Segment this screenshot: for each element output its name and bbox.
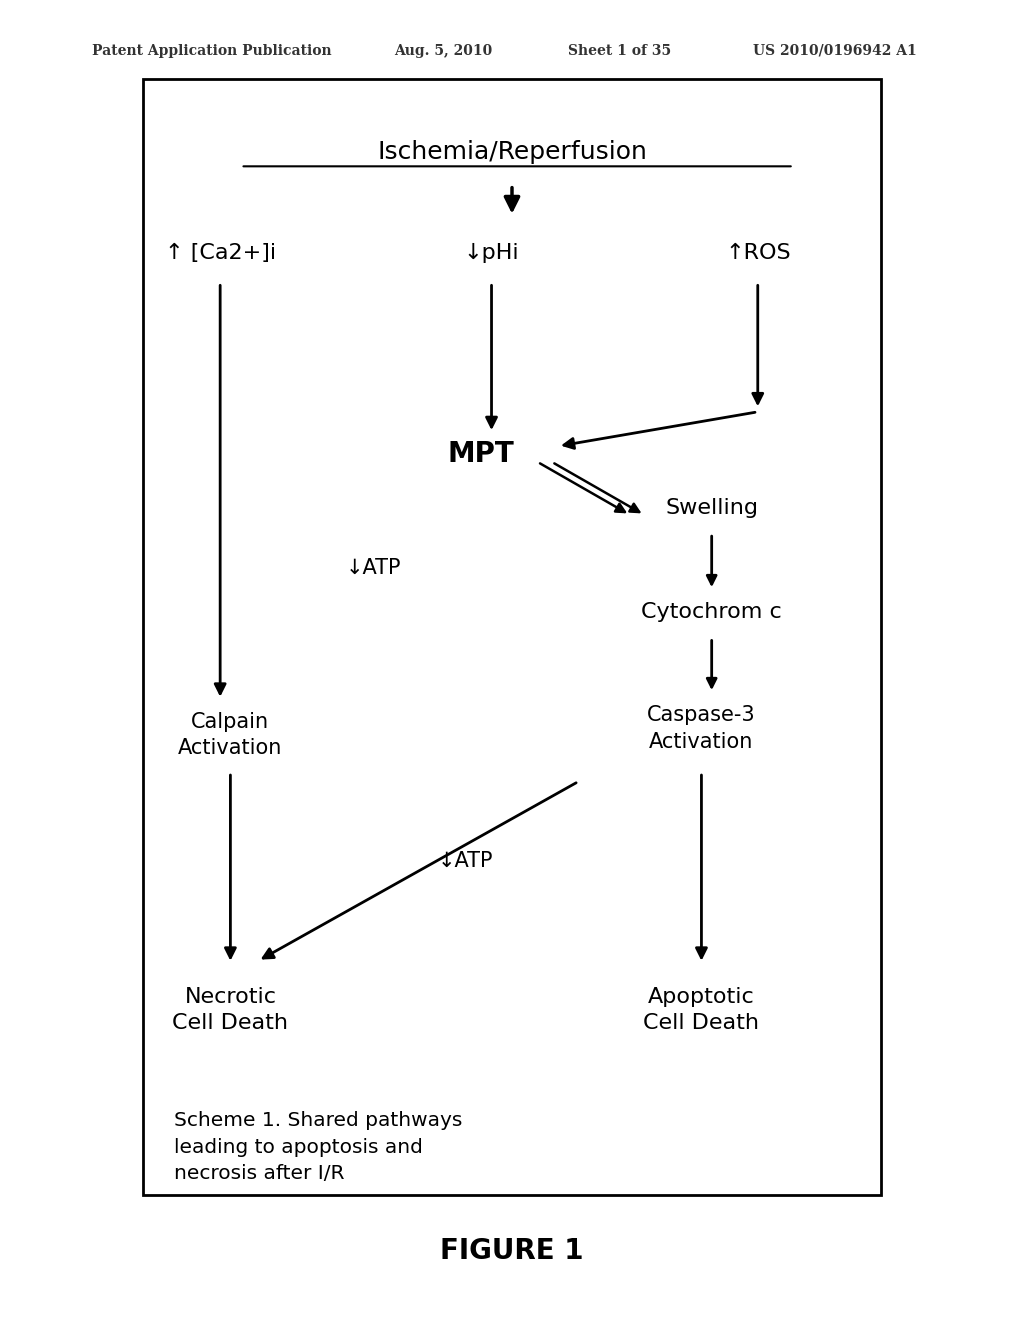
Text: Ischemia/Reperfusion: Ischemia/Reperfusion: [377, 140, 647, 164]
Text: Caspase-3
Activation: Caspase-3 Activation: [647, 705, 756, 752]
Text: ↑ [Ca2+]i: ↑ [Ca2+]i: [165, 243, 275, 264]
FancyBboxPatch shape: [143, 79, 881, 1195]
Text: Aug. 5, 2010: Aug. 5, 2010: [394, 44, 493, 58]
Text: FIGURE 1: FIGURE 1: [440, 1237, 584, 1266]
Text: US 2010/0196942 A1: US 2010/0196942 A1: [753, 44, 916, 58]
Text: Necrotic
Cell Death: Necrotic Cell Death: [172, 986, 289, 1034]
Text: ↓pHi: ↓pHi: [464, 243, 519, 264]
Text: Cytochrom c: Cytochrom c: [641, 602, 782, 623]
Text: MPT: MPT: [447, 440, 515, 469]
Text: Scheme 1. Shared pathways
leading to apoptosis and
necrosis after I/R: Scheme 1. Shared pathways leading to apo…: [174, 1111, 463, 1184]
Text: Sheet 1 of 35: Sheet 1 of 35: [568, 44, 672, 58]
Text: ↓ATP: ↓ATP: [346, 557, 401, 578]
Text: Apoptotic
Cell Death: Apoptotic Cell Death: [643, 986, 760, 1034]
Text: ↓ATP: ↓ATP: [438, 850, 494, 871]
Text: Calpain
Activation: Calpain Activation: [178, 711, 283, 759]
Text: Patent Application Publication: Patent Application Publication: [92, 44, 332, 58]
Text: Swelling: Swelling: [666, 498, 758, 519]
Text: ↑ROS: ↑ROS: [725, 243, 791, 264]
